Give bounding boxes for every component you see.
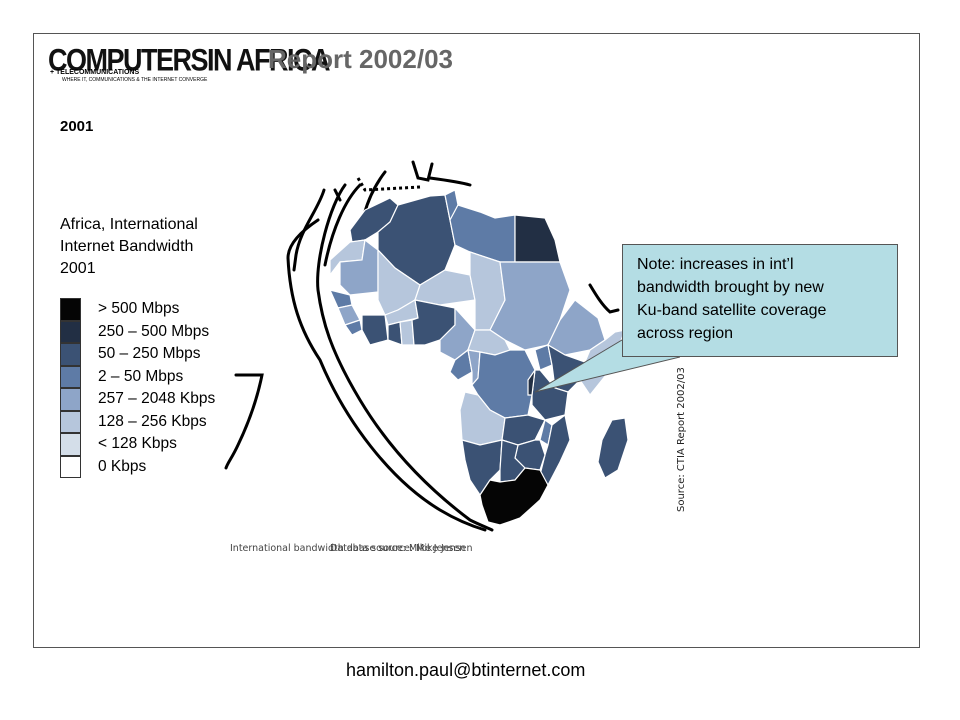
source-note: Source: CTIA Report 2002/03 xyxy=(676,367,687,512)
legend-label: 257 – 2048 Kbps xyxy=(98,390,216,407)
logo-subtitle: + TELECOMMUNICATIONS xyxy=(50,69,140,76)
legend-swatch xyxy=(60,343,81,366)
cable-line xyxy=(224,373,264,470)
cable-line xyxy=(588,283,620,314)
map-title-line: Internet Bandwidth xyxy=(60,238,194,255)
footer-email: hamilton.paul@btinternet.com xyxy=(346,660,586,680)
cable-line xyxy=(411,160,434,182)
country-madagascar xyxy=(597,417,629,479)
cable-line xyxy=(428,176,472,187)
legend-swatch xyxy=(60,298,81,321)
cable-line xyxy=(323,183,362,267)
legend-label: > 500 Mbps xyxy=(98,300,180,317)
submarine-cables xyxy=(224,160,620,532)
logo-tagline: WHERE IT, COMMUNICATIONS & THE INTERNET … xyxy=(62,77,208,83)
map-title: Africa, International Internet Bandwidth… xyxy=(60,214,240,280)
cable-line xyxy=(333,188,342,202)
legend-label: 128 – 256 Kbps xyxy=(98,412,207,430)
callout-line: across region xyxy=(637,325,734,342)
legend-label: 0 Kbps xyxy=(98,457,147,475)
callout-line: Note: increases in int’l xyxy=(637,256,794,273)
caption-bandwidth-source: International bandwidth data source: Mik… xyxy=(230,543,466,554)
country-egypt xyxy=(514,214,561,263)
country-south-africa xyxy=(479,467,549,526)
note-callout: Note: increases in int’l bandwidth broug… xyxy=(622,244,898,357)
legend-label: 250 – 500 Mbps xyxy=(98,322,210,340)
country-gabon xyxy=(449,348,473,381)
map-title-line: 2001 xyxy=(60,260,96,277)
legend-label: < 128 Kbps xyxy=(98,435,177,452)
caption-database-source: Database source: Mike Jensen xyxy=(330,543,473,554)
cable-line xyxy=(292,188,326,272)
logo-wordmark: COMPUTERSIN AFRICA xyxy=(48,42,331,78)
legend-swatch xyxy=(60,455,81,478)
report-title: Report 2002/03 xyxy=(268,44,453,74)
cable-line xyxy=(286,218,487,532)
country-nigeria xyxy=(411,299,456,346)
legend-swatch xyxy=(60,320,81,343)
callout-line: bandwidth brought by new xyxy=(637,279,824,296)
year-label: 2001 xyxy=(60,118,94,135)
legend-swatch xyxy=(60,365,81,388)
cable-line xyxy=(316,183,494,532)
callout-line: Ku-band satellite coverage xyxy=(637,302,827,319)
legend-label: 2 – 50 Mbps xyxy=(98,367,184,385)
legend-swatch xyxy=(60,433,81,456)
country-rwanda-burundi xyxy=(527,369,536,396)
country-cote-divoire xyxy=(361,314,389,346)
publication-logo: COMPUTERSIN AFRICA + TELECOMMUNICATIONS … xyxy=(48,44,331,84)
slide-frame xyxy=(33,33,920,648)
africa-bandwidth-map xyxy=(224,160,680,532)
country-libya xyxy=(449,204,516,263)
legend-swatch xyxy=(60,388,81,411)
country-shapes xyxy=(328,189,629,526)
map-title-line: Africa, International xyxy=(60,216,198,233)
cable-dotted xyxy=(356,177,421,192)
legend-swatch xyxy=(60,410,81,433)
legend-label: 50 – 250 Mbps xyxy=(98,345,201,362)
